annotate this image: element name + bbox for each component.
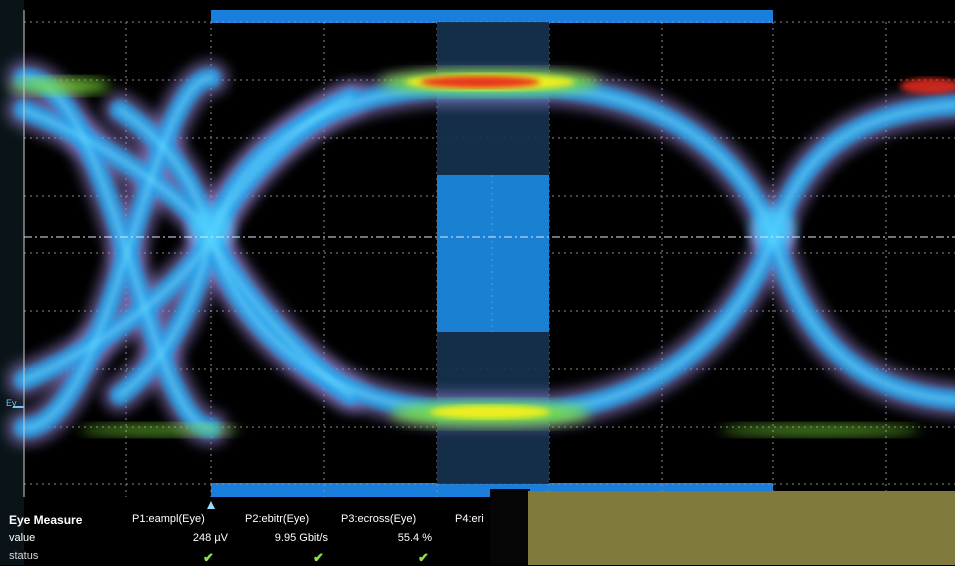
value-p3: 55.4 % xyxy=(397,532,432,544)
hotspot-bottom-left xyxy=(80,424,240,436)
value-p2: 9.95 Gbit/s xyxy=(274,532,328,544)
eye-channel-label: Ey xyxy=(6,398,17,408)
value-p1: 248 µV xyxy=(192,532,228,544)
trace-bright-7 xyxy=(770,234,955,403)
eye-measure-table: Eye Measure value status P1:eampl(Eye) 2… xyxy=(0,509,955,565)
hotspot-top-red xyxy=(420,76,540,88)
info-panel xyxy=(528,491,955,565)
trace-bright-6 xyxy=(770,102,955,240)
status-p3-check-icon: ✔ xyxy=(418,550,429,565)
hotspot-left-green xyxy=(10,78,110,94)
mask-top-bar xyxy=(211,10,773,23)
column-header-p3[interactable]: P3:ecross(Eye) xyxy=(341,513,417,525)
eye-traces xyxy=(6,60,955,446)
row-label-value: value xyxy=(9,532,36,544)
trigger-marker-icon xyxy=(207,501,215,509)
crossing-left xyxy=(189,208,233,248)
column-header-p2[interactable]: P2:ebitr(Eye) xyxy=(245,513,310,525)
row-label-status: status xyxy=(9,550,39,562)
measure-title: Eye Measure xyxy=(9,513,83,527)
measure-panel-divider xyxy=(490,489,530,565)
status-p1-check-icon: ✔ xyxy=(203,550,214,565)
crossing-right xyxy=(751,208,795,248)
center-eye-mask xyxy=(437,175,549,332)
column-header-p4[interactable]: P4:eri xyxy=(455,513,484,525)
hotspot-bottom-right xyxy=(720,424,920,436)
status-p2-check-icon: ✔ xyxy=(313,550,324,565)
column-header-p1[interactable]: P1:eampl(Eye) xyxy=(132,513,205,525)
hotspot-right-red xyxy=(900,78,955,94)
trace-bright-3 xyxy=(21,75,214,431)
hotspot-bottom-yellow xyxy=(430,405,550,419)
